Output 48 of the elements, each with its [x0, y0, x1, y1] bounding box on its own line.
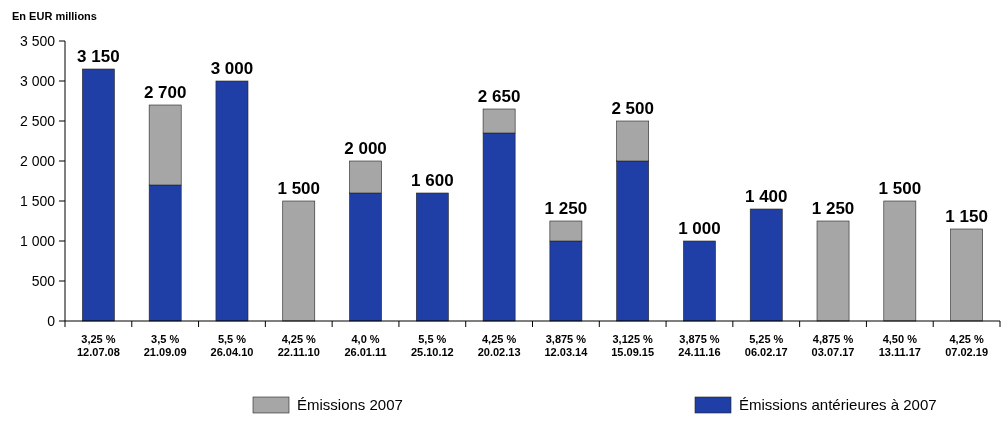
legend-label: Émissions 2007	[297, 396, 403, 413]
total-label: 1 000	[678, 219, 721, 238]
x-tick-label: 4,0 % 26.01.11	[344, 333, 387, 358]
total-label: 1 400	[744, 187, 788, 206]
x-tick-label: 5,5 % 25.10.12	[410, 333, 454, 358]
bar	[282, 200, 316, 322]
total-label: 2 650	[477, 87, 521, 106]
x-tick-label: 3,875 % 24.11.16	[678, 333, 721, 358]
bar	[883, 200, 917, 322]
total-label: 1 250	[544, 199, 588, 218]
x-tick-label: 3,5 % 21.09.09	[143, 333, 187, 358]
y-tick-label: 1 000	[19, 232, 56, 249]
y-tick-label: 3 000	[19, 72, 56, 89]
bar	[683, 240, 716, 322]
x-tick-label: 3,875 % 12.03.14	[544, 333, 589, 358]
bar	[415, 192, 449, 322]
bar	[950, 228, 983, 322]
legend-label: Émissions antérieures à 2007	[739, 396, 937, 413]
bar	[749, 208, 783, 322]
y-axis-title: En EUR millions	[12, 10, 97, 22]
x-tick-label: 5,5 % 26.04.10	[210, 333, 254, 358]
bar	[82, 68, 115, 322]
total-label: 3 150	[77, 47, 120, 66]
x-tick-label: 5,25 % 06.02.17	[744, 333, 788, 358]
x-tick-label: 3,125 % 15.09.15	[611, 333, 655, 358]
y-tick-label: 3 500	[19, 32, 56, 49]
x-tick-label: 4,25 % 07.02.19	[945, 333, 989, 358]
bar	[816, 220, 850, 322]
x-tick-label: 4,50 % 13.11.17	[878, 333, 921, 358]
total-label: 2 700	[143, 83, 187, 102]
x-tick-label: 4,875 % 03.07.17	[811, 333, 855, 358]
total-label: 3 000	[210, 59, 254, 78]
total-label: 2 500	[611, 99, 654, 118]
total-label: 1 150	[945, 207, 988, 226]
total-label: 1 250	[811, 199, 855, 218]
bar	[215, 80, 249, 322]
total-label: 1 500	[277, 179, 321, 198]
y-tick-label: 0	[47, 312, 56, 329]
y-tick-label: 2 000	[19, 152, 56, 169]
x-tick-label: 3,25 % 12.07.08	[76, 333, 120, 358]
total-label: 1 600	[411, 171, 454, 190]
y-tick-label: 2 500	[19, 112, 56, 129]
y-tick-label: 500	[31, 272, 56, 289]
x-tick-label: 4,25 % 22.11.10	[277, 333, 320, 358]
y-tick-label: 1 500	[19, 192, 56, 209]
total-label: 2 000	[344, 139, 387, 158]
total-label: 1 500	[878, 179, 922, 198]
x-tick-label: 4,25 % 20.02.13	[477, 333, 521, 358]
